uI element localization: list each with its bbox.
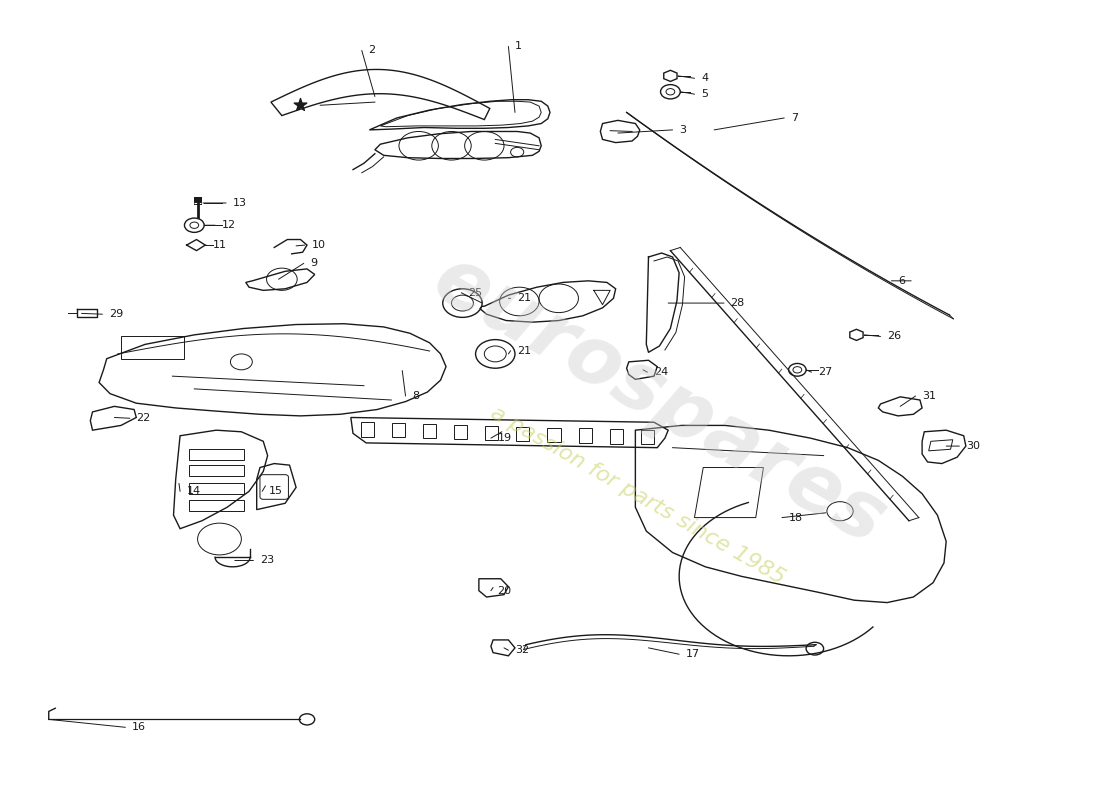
Text: 3: 3: [679, 125, 686, 135]
Text: 26: 26: [887, 331, 901, 342]
Text: 18: 18: [789, 513, 803, 522]
Text: 1: 1: [515, 42, 522, 51]
Text: 17: 17: [685, 650, 700, 659]
Text: 30: 30: [966, 441, 980, 451]
Text: 21: 21: [517, 294, 531, 303]
Text: 32: 32: [515, 646, 529, 655]
Text: 9: 9: [310, 258, 318, 268]
Text: 29: 29: [109, 309, 123, 319]
Text: 10: 10: [311, 240, 326, 250]
Text: 28: 28: [730, 298, 745, 308]
Text: 21: 21: [517, 346, 531, 356]
Text: 20: 20: [497, 586, 512, 596]
Text: 19: 19: [497, 433, 512, 443]
Text: 6: 6: [898, 276, 905, 286]
Text: 22: 22: [136, 414, 151, 423]
Text: 15: 15: [268, 486, 283, 496]
Text: 24: 24: [654, 367, 668, 377]
Text: 16: 16: [132, 722, 146, 732]
Text: 14: 14: [187, 486, 201, 496]
Text: eurospares: eurospares: [419, 239, 900, 561]
Text: 11: 11: [213, 240, 227, 250]
Text: 25: 25: [468, 288, 482, 298]
Text: 12: 12: [222, 220, 235, 230]
Text: 27: 27: [818, 367, 833, 377]
Text: 2: 2: [368, 46, 375, 55]
Text: a passion for parts since 1985: a passion for parts since 1985: [487, 402, 789, 588]
Text: 4: 4: [701, 74, 708, 83]
Text: 8: 8: [412, 391, 419, 401]
Text: 5: 5: [701, 89, 708, 99]
Text: 7: 7: [791, 113, 798, 123]
Text: 31: 31: [922, 391, 936, 401]
Text: 23: 23: [260, 555, 274, 566]
Text: 13: 13: [232, 198, 246, 208]
